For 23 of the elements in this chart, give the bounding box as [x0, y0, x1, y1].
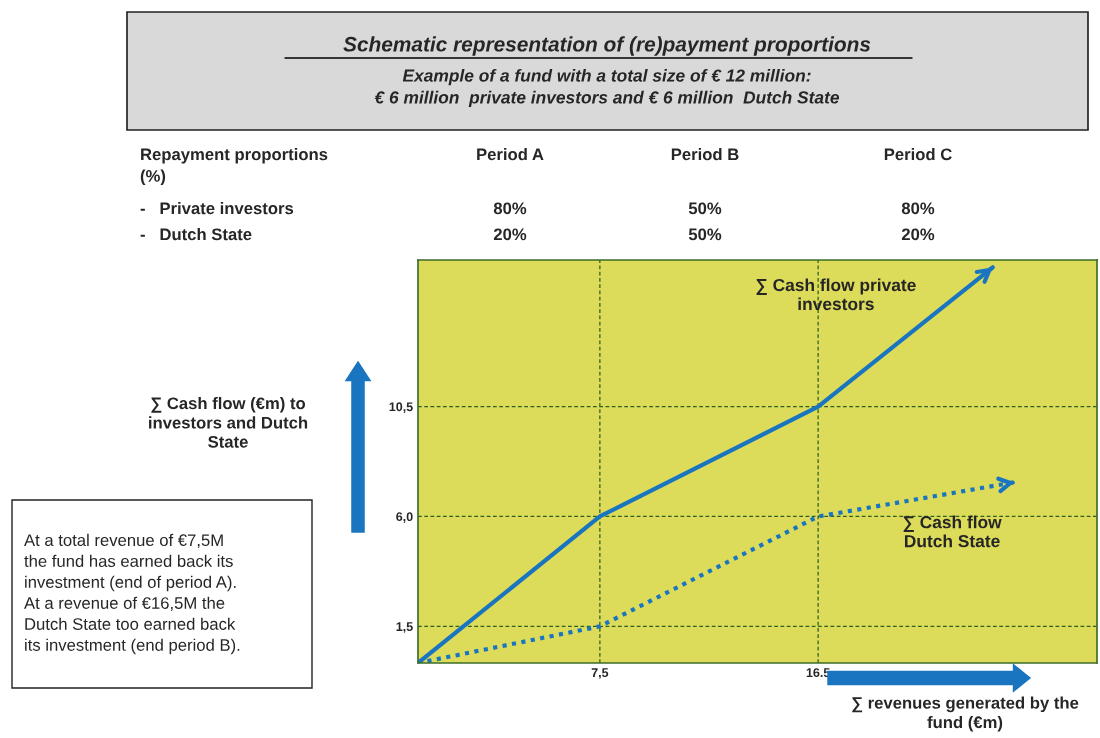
series-label: ∑ Cash flow private investors: [756, 278, 916, 311]
x-axis-title: ∑ revenues generated by the fund (€m): [852, 696, 1079, 732]
x-tick-label: 7,5: [591, 668, 609, 679]
y-axis-title: ∑ Cash flow (€m) to investors and Dutch State: [149, 396, 308, 448]
text: - Private investors: [140, 202, 294, 215]
text: 80%: [493, 202, 527, 215]
text: 50%: [688, 228, 722, 241]
y-tick-label: 1,5: [396, 622, 413, 633]
text: 20%: [901, 228, 935, 241]
text: 50%: [688, 202, 722, 215]
chart-title: Schematic representation of (re)payment proportions: [343, 36, 871, 56]
text: Period A: [477, 148, 544, 161]
chart-subtitle: Example of a fund with a total size of € 12 million: € 6 million private investors and € 6 million Dutch State: [374, 68, 840, 108]
series-label: ∑ Cash flow Dutch State: [903, 515, 1002, 548]
text: Period C: [884, 148, 952, 161]
y-tick-label: 10,5: [389, 402, 413, 414]
text: 80%: [901, 202, 935, 215]
y-tick-label: 6,0: [396, 512, 413, 523]
text: 20%: [493, 228, 527, 241]
text: Repayment proportions (%): [140, 148, 328, 186]
text: At a total revenue of €7,5M the fund has earned back its investment (end of period A). At a revenue of €16,5M the Dutch State too earned back its investment (end period B).: [24, 533, 240, 655]
text: - Dutch State: [140, 228, 252, 241]
text: Period B: [671, 148, 739, 161]
